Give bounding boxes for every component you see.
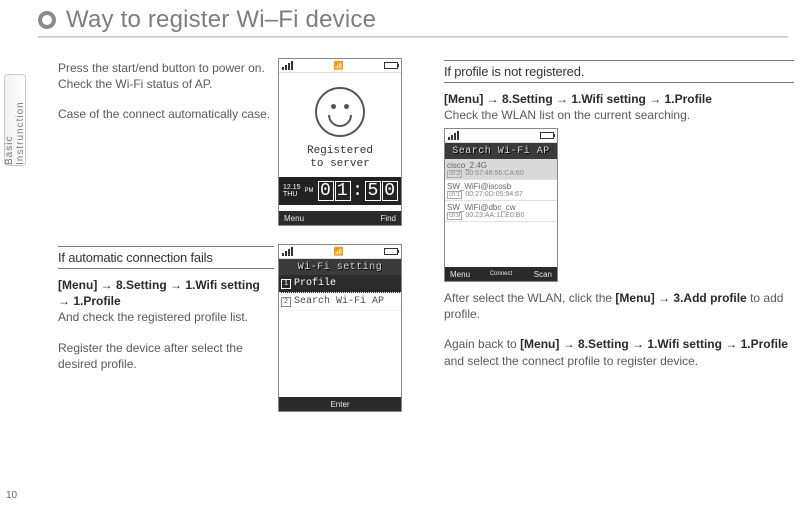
- phone1-pm: PM: [305, 188, 314, 194]
- phone2-row-search[interactable]: 2Search Wi-Fi AP: [279, 293, 401, 311]
- phone2-row1-label: Profile: [294, 278, 336, 289]
- phone1-softkeys: Menu Find: [279, 211, 401, 225]
- phone1-d1: 0: [318, 181, 334, 201]
- phone2-soft-mid[interactable]: Enter: [279, 400, 401, 409]
- phone1-reg-line2: to server: [307, 158, 373, 171]
- phone1-soft-left[interactable]: Menu: [284, 214, 304, 223]
- after-t2c: and select the connect profile to regist…: [444, 354, 698, 368]
- side-tab-label: Basic Instrunction: [4, 75, 26, 165]
- phone1-reg-line1: Registered: [307, 145, 373, 158]
- phone3c-row2-ch: ch:9: [447, 212, 462, 220]
- s3-crumb: [Menu] → 8.Setting → 1.Wifi setting → 1.…: [444, 92, 712, 106]
- smiley-icon: [315, 87, 365, 137]
- section-auto-fail: If automatic connection fails [Menu] → 8…: [58, 246, 274, 372]
- section-power-on: Press the start/end button to power on. …: [58, 60, 274, 123]
- s3-heading: If profile is not registered.: [444, 60, 794, 83]
- phone1-soft-right[interactable]: Find: [380, 214, 396, 223]
- phone3c-row-1[interactable]: SW_WiFi@iscosb ch:100:27:0D:05:94:67: [445, 180, 557, 201]
- after-t1b: [Menu] → 3.Add profile: [615, 291, 746, 305]
- section-not-registered: If profile is not registered. [Menu] → 8…: [444, 60, 794, 123]
- s3-p1: Check the WLAN list on the current searc…: [444, 107, 794, 123]
- phone3c-row2-ssid: SW_WiFi@dbc_cw: [447, 203, 555, 212]
- phone3c-row1-mac: 00:27:0D:05:94:67: [465, 191, 523, 198]
- phone-3c: Search Wi-Fi AP cisco_2.4G ch:200:57:46:…: [444, 128, 558, 282]
- page-title: Way to register Wi‒Fi device: [66, 6, 376, 34]
- phone1-d2: 1: [335, 181, 351, 201]
- signal-icon: [282, 247, 293, 256]
- phone2-statusbar: 📶: [279, 245, 401, 259]
- after-t1a: After select the WLAN, click the: [444, 291, 615, 305]
- battery-icon: [384, 62, 398, 69]
- after-t2a: Again back to: [444, 337, 520, 351]
- s1-p1: Press the start/end button to power on.: [58, 60, 274, 76]
- phone1-d3: 5: [365, 181, 381, 201]
- s2-p2: Register the device after select the des…: [58, 340, 274, 372]
- phone1-d4: 0: [382, 181, 398, 201]
- title-rule: [38, 36, 788, 38]
- phone1-date: 12.15: [283, 184, 301, 191]
- after-t2b: [Menu] → 8.Setting → 1.Wifi setting → 1.…: [520, 337, 788, 351]
- phone3c-row0-ssid: cisco_2.4G: [447, 161, 555, 170]
- phone2-row2-label: Search Wi-Fi AP: [294, 296, 384, 307]
- side-tab: Basic Instrunction: [4, 74, 26, 166]
- page-title-bar: Way to register Wi‒Fi device: [38, 6, 376, 34]
- phone3c-soft-mid[interactable]: Connect: [445, 271, 557, 277]
- phone3c-softkeys: Menu Connect Scan: [445, 267, 557, 281]
- phone-registered: 📶 Registered to server 12.15 THU PM 0 1 …: [278, 58, 402, 226]
- phone1-statusbar: 📶: [279, 59, 401, 73]
- phone3c-row1-ch: ch:1: [447, 191, 462, 199]
- phone3c-row0-mac: 00:57:46:56:CA:60: [465, 170, 523, 177]
- s2-crumb: [Menu] → 8.Setting → 1.Wifi setting → 1.…: [58, 278, 260, 308]
- phone2-row-profile[interactable]: 1Profile: [279, 275, 401, 293]
- phone3c-row0-ch: ch:2: [447, 170, 462, 178]
- page-number: 10: [6, 490, 17, 501]
- phone3c-row-0[interactable]: cisco_2.4G ch:200:57:46:56:CA:60: [445, 159, 557, 180]
- phone-wifi-setting: 📶 Wi-Fi setting 1Profile 2Search Wi-Fi A…: [278, 244, 402, 412]
- phone1-clock: 12.15 THU PM 0 1 : 5 0: [279, 177, 401, 205]
- phone1-day: THU: [283, 191, 301, 198]
- s1-p3: Case of the connect automatically case.: [58, 106, 274, 122]
- s2-p1: And check the registered profile list.: [58, 309, 274, 325]
- s2-heading: If automatic connection fails: [58, 246, 274, 269]
- phone2-title: Wi-Fi setting: [279, 259, 401, 275]
- phone3c-row2-mac: 00:23:AA:11:E0:B0: [465, 212, 524, 219]
- phone3c-title: Search Wi-Fi AP: [445, 143, 557, 159]
- s1-p2: Check the Wi-Fi status of AP.: [58, 76, 274, 92]
- phone3c-row1-ssid: SW_WiFi@iscosb: [447, 182, 555, 191]
- title-bullet-icon: [38, 11, 56, 29]
- phone2-softkeys: Enter: [279, 397, 401, 411]
- after-text: After select the WLAN, click the [Menu] …: [444, 290, 796, 369]
- signal-icon: [282, 61, 293, 70]
- battery-icon: [384, 248, 398, 255]
- phone3c-row-2[interactable]: SW_WiFi@dbc_cw ch:900:23:AA:11:E0:B0: [445, 201, 557, 222]
- phone3c-statusbar: [445, 129, 557, 143]
